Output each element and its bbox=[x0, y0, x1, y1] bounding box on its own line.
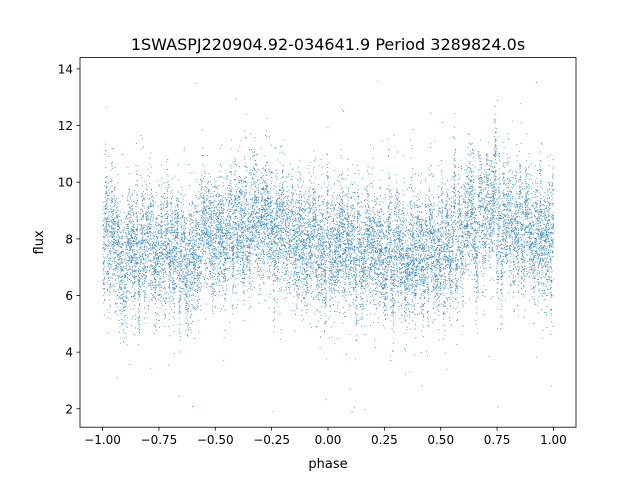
y-tick-label: 14 bbox=[58, 62, 73, 76]
x-tick-label: −0.25 bbox=[253, 433, 290, 447]
y-axis-label: flux bbox=[32, 230, 47, 254]
x-tick-label: −0.50 bbox=[197, 433, 234, 447]
x-tick-label: 0.75 bbox=[484, 433, 511, 447]
y-tick-label: 6 bbox=[65, 289, 73, 303]
x-axis: −1.00 −0.75 −0.50 −0.25 0.00 0.25 0.50 0.75 1.00 bbox=[84, 427, 567, 447]
x-tick-label: 1.00 bbox=[540, 433, 567, 447]
x-tick-label: 0.25 bbox=[371, 433, 398, 447]
y-tick-label: 10 bbox=[58, 176, 73, 190]
x-axis-label: phase bbox=[308, 457, 347, 472]
data-point-cloud bbox=[102, 80, 555, 412]
y-tick-label: 12 bbox=[58, 119, 73, 133]
x-tick-label: 0.00 bbox=[315, 433, 342, 447]
chart-title: 1SWASPJ220904.92-034641.9 Period 3289824… bbox=[131, 35, 525, 54]
y-tick-label: 8 bbox=[65, 232, 73, 246]
x-tick-label: −1.00 bbox=[84, 433, 121, 447]
x-tick-label: 0.50 bbox=[427, 433, 454, 447]
data-points bbox=[102, 80, 555, 412]
x-tick-label: −0.75 bbox=[141, 433, 178, 447]
y-tick-label: 2 bbox=[65, 402, 73, 416]
y-tick-label: 4 bbox=[65, 346, 73, 360]
y-axis: 2 4 6 8 10 12 14 bbox=[58, 62, 80, 416]
